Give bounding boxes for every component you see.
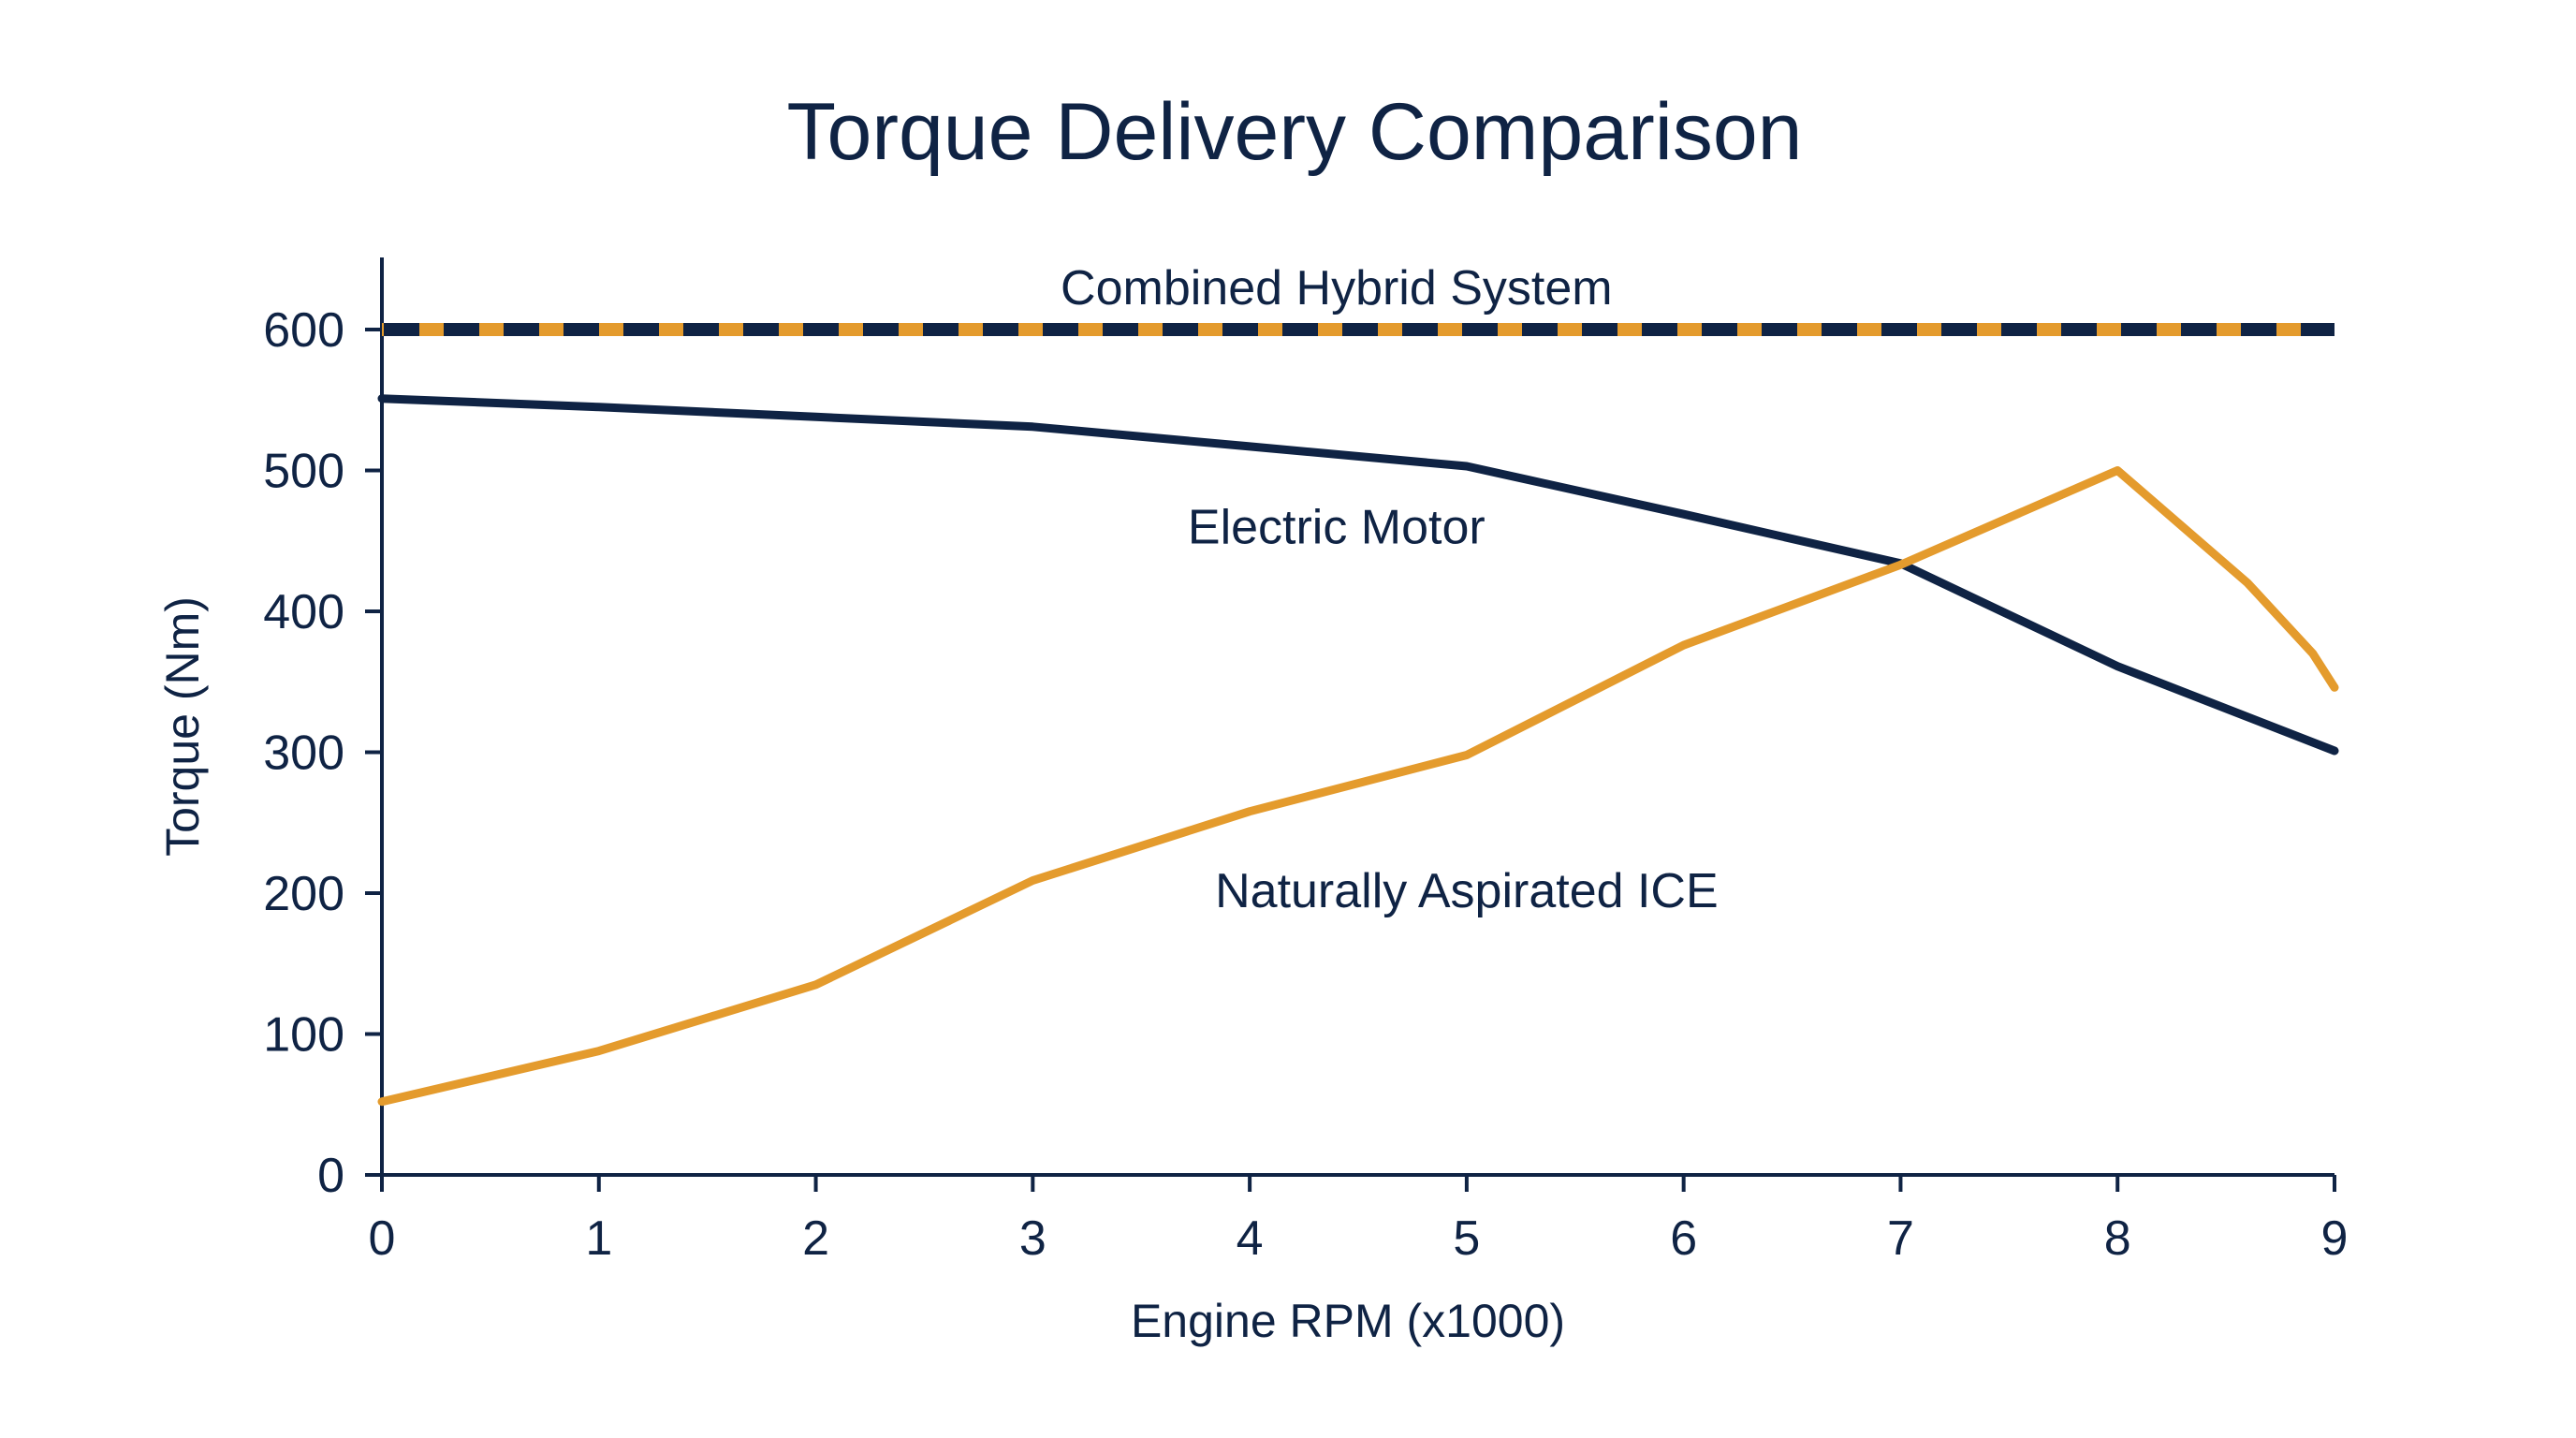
series-label-naturally-aspirated-ice: Naturally Aspirated ICE — [1215, 864, 1719, 918]
y-tick-label: 600 — [263, 303, 344, 358]
axes: 0 1 2 3 4 5 6 7 8 9 0 100 200 300 400 500 600 — [263, 257, 2348, 1266]
x-axis-label: Engine RPM (x1000) — [1131, 1295, 1565, 1347]
x-tick-label: 0 — [369, 1211, 396, 1266]
x-tick-label: 1 — [585, 1211, 612, 1266]
series-line-electric-motor — [377, 394, 2339, 756]
series-lines — [377, 323, 2339, 1107]
y-tick-label: 300 — [263, 726, 344, 781]
x-tick-label: 6 — [1670, 1211, 1697, 1266]
x-tick-label: 3 — [1019, 1211, 1046, 1266]
y-tick-label: 200 — [263, 867, 344, 921]
x-tick-label: 9 — [2321, 1211, 2349, 1266]
y-tick-label: 0 — [317, 1149, 344, 1203]
x-tick-label: 4 — [1237, 1211, 1264, 1266]
y-tick-label: 100 — [263, 1008, 344, 1063]
series-label-electric-motor: Electric Motor — [1188, 501, 1486, 555]
y-tick-label: 400 — [263, 585, 344, 639]
x-tick-label: 7 — [1887, 1211, 1914, 1266]
series-label-combined-hybrid-system: Combined Hybrid System — [1061, 261, 1613, 315]
x-tick-label: 2 — [802, 1211, 829, 1266]
x-tick-label: 5 — [1453, 1211, 1480, 1266]
series-line-naturally-aspirated-ice — [377, 466, 2339, 1107]
chart-title: Torque Delivery Comparison — [787, 87, 1803, 177]
y-tick-label: 500 — [263, 445, 344, 499]
series-labels: Combined Hybrid System Electric Motor Natu… — [1061, 261, 1719, 918]
y-axis-label: Torque (Nm) — [156, 596, 209, 857]
x-tick-label: 8 — [2104, 1211, 2131, 1266]
